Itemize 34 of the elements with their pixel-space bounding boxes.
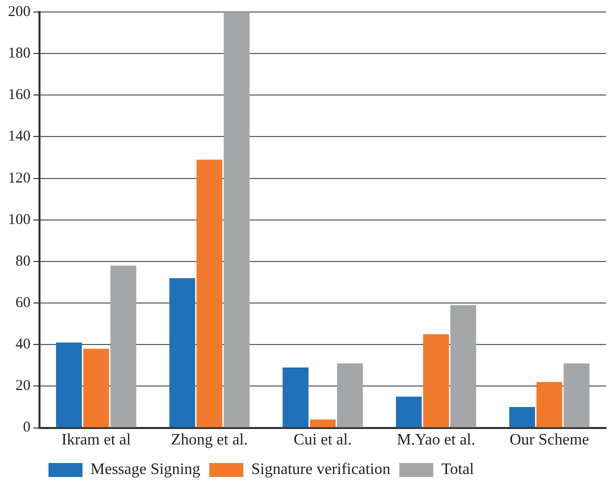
- bar: [396, 396, 422, 428]
- bar: [196, 160, 222, 428]
- y-tick-label: 160: [8, 87, 30, 104]
- y-tick-label: 200: [8, 4, 30, 20]
- bar: [423, 334, 449, 428]
- y-tick-label: 20: [16, 378, 30, 394]
- y-tick-label: 120: [8, 170, 30, 186]
- bar: [282, 368, 308, 428]
- bar: [224, 12, 250, 428]
- y-tick-label: 40: [16, 336, 30, 353]
- legend-label: Total: [441, 461, 475, 478]
- y-tick-label: 140: [8, 128, 30, 145]
- bar: [337, 363, 363, 428]
- y-tick-label: 100: [8, 212, 30, 228]
- bar: [450, 305, 476, 428]
- bar: [56, 342, 82, 428]
- y-tick-label: 60: [16, 294, 30, 311]
- bar: [536, 382, 562, 428]
- x-tick-label: Zhong et al.: [171, 432, 248, 449]
- bar: [509, 407, 536, 428]
- x-tick-label: M.Yao et al.: [396, 432, 476, 449]
- y-tick-label: 80: [16, 253, 30, 270]
- bar: [83, 348, 110, 428]
- bar: [310, 419, 336, 428]
- x-tick-label: Our Scheme: [510, 432, 590, 449]
- x-tick-label: Cui et al.: [294, 432, 352, 449]
- bar: [169, 278, 196, 428]
- y-tick-label: 180: [8, 46, 30, 62]
- x-tick-label: Ikram et al: [62, 432, 132, 449]
- bar: [110, 266, 136, 428]
- legend-label: Message Signing: [90, 461, 200, 478]
- legend-label: Signature verification: [251, 461, 390, 478]
- bar: [564, 363, 590, 428]
- y-tick-label: 0: [23, 420, 30, 436]
